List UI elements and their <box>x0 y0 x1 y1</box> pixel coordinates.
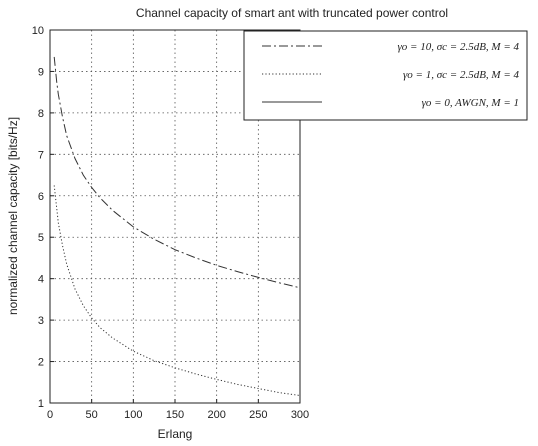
series-lines <box>53 56 301 396</box>
y-tick-label: 3 <box>38 315 44 327</box>
x-tick-label: 250 <box>249 409 267 421</box>
x-tick-label: 200 <box>207 409 225 421</box>
axis-ticks: 0 50 100 150 200 250 300 1 2 3 4 5 6 7 8 9 10 <box>32 25 309 421</box>
x-axis-label: Erlang <box>158 427 193 441</box>
series-line-1 <box>53 56 301 289</box>
legend-label-2: γo = 1, σc = 2.5dB, M = 4 <box>403 69 520 81</box>
y-tick-label: 8 <box>38 108 44 120</box>
legend-label-3: γo = 0, AWGN, M = 1 <box>422 97 519 109</box>
series-line-2 <box>53 185 301 396</box>
y-axis-label: normalized channel capacity [bits/Hz] <box>6 117 20 315</box>
x-tick-label: 150 <box>166 409 184 421</box>
x-tick-label: 50 <box>86 409 98 421</box>
y-tick-label: 5 <box>38 232 44 244</box>
x-tick-label: 100 <box>124 409 142 421</box>
legend-label-1: γo = 10, σc = 2.5dB, M = 4 <box>397 41 519 53</box>
legend: γo = 10, σc = 2.5dB, M = 4 γo = 1, σc = 2… <box>243 30 528 121</box>
y-tick-label: 10 <box>32 25 44 37</box>
y-tick-label: 9 <box>38 66 44 78</box>
y-tick-label: 6 <box>38 191 44 203</box>
x-tick-label: 0 <box>47 409 53 421</box>
chart-title: Channel capacity of smart ant with trunc… <box>136 6 448 20</box>
y-tick-label: 4 <box>38 274 44 286</box>
y-tick-label: 1 <box>38 398 44 410</box>
y-tick-label: 7 <box>38 149 44 161</box>
x-tick-label: 300 <box>291 409 309 421</box>
y-tick-label: 2 <box>38 357 44 369</box>
